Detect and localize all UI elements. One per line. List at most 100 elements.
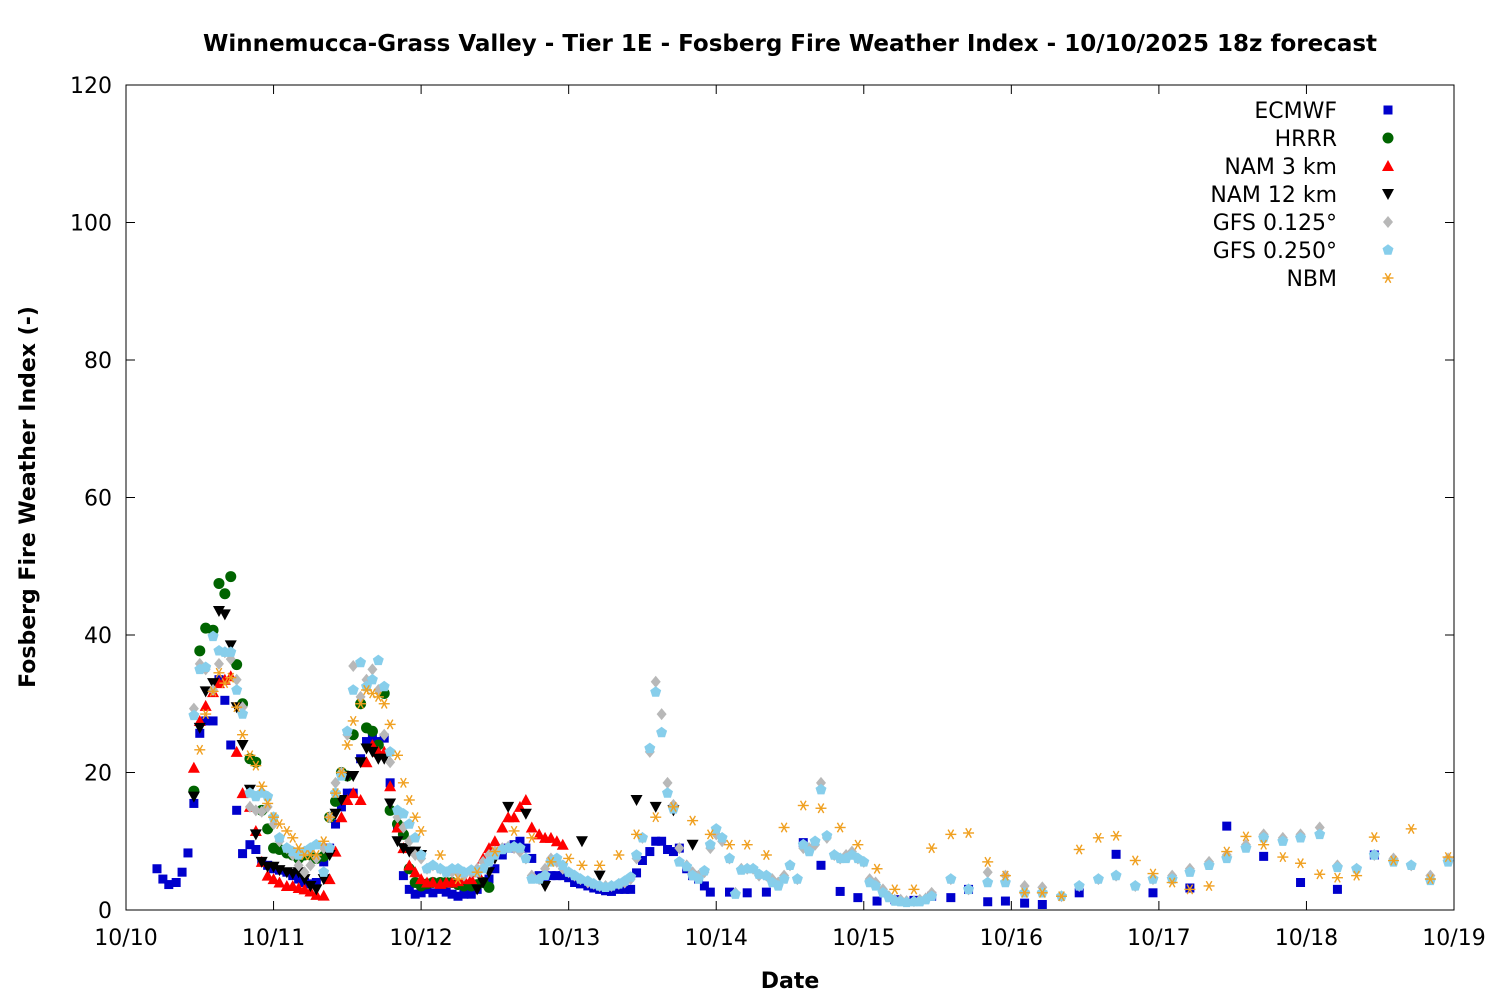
- x-tick-label: 10/15: [832, 926, 895, 951]
- data-point: [710, 823, 722, 834]
- data-point: [453, 891, 463, 901]
- x-axis-label: Date: [761, 969, 820, 994]
- data-point: [354, 794, 367, 805]
- data-point: [527, 853, 537, 863]
- data-point: [630, 795, 643, 806]
- data-point: [261, 869, 274, 881]
- data-point: [171, 878, 181, 887]
- data-point: [625, 871, 637, 882]
- data-point: [236, 740, 249, 751]
- legend-label: ECMWF: [1254, 99, 1337, 124]
- data-point: [208, 716, 218, 726]
- data-point: [570, 878, 580, 887]
- data-point: [687, 815, 699, 826]
- data-point: [471, 884, 484, 896]
- data-point: [1166, 877, 1178, 888]
- data-point: [791, 873, 803, 884]
- data-point: [392, 750, 404, 761]
- data-point: [741, 839, 753, 850]
- data-point: [1442, 856, 1454, 867]
- data-point: [409, 812, 421, 823]
- data-point: [372, 691, 384, 702]
- data-point: [526, 873, 538, 884]
- data-point: [189, 798, 199, 808]
- data-point: [637, 856, 647, 865]
- data-point: [384, 746, 396, 757]
- data-point: [901, 896, 913, 908]
- data-point: [521, 843, 531, 853]
- data-point: [1019, 887, 1031, 898]
- data-point: [871, 863, 883, 874]
- data-point: [1036, 887, 1048, 898]
- x-tick-label: 10/14: [685, 926, 748, 951]
- data-point: [188, 709, 200, 721]
- data-point: [183, 848, 193, 858]
- data-point: [816, 860, 826, 870]
- data-point: [1314, 869, 1326, 880]
- data-point: [626, 884, 636, 894]
- data-point: [552, 871, 562, 881]
- data-point: [656, 726, 668, 738]
- data-point: [231, 702, 243, 713]
- data-point: [152, 864, 162, 874]
- data-point: [963, 883, 975, 895]
- data-point: [982, 876, 994, 888]
- data-point: [347, 684, 359, 695]
- data-point: [999, 870, 1011, 881]
- data-point: [1331, 872, 1343, 883]
- data-point: [558, 871, 568, 881]
- data-point: [704, 838, 716, 850]
- data-point: [963, 827, 975, 839]
- data-point: [256, 781, 268, 792]
- data-point: [760, 869, 772, 881]
- data-point: [194, 645, 206, 657]
- x-tick-label: 10/13: [537, 926, 600, 951]
- data-point: [200, 661, 212, 672]
- data-point: [870, 880, 882, 891]
- data-point: [508, 811, 521, 823]
- y-tick-label: 100: [70, 212, 112, 237]
- data-point: [244, 750, 256, 761]
- data-point: [945, 873, 957, 884]
- data-point: [797, 838, 809, 850]
- data-point: [360, 743, 373, 755]
- data-point: [311, 878, 321, 887]
- data-point: [360, 756, 373, 768]
- data-point: [220, 695, 230, 705]
- data-point: [515, 836, 525, 846]
- data-point: [1295, 858, 1307, 869]
- data-point: [834, 822, 846, 833]
- data-point: [225, 646, 237, 657]
- series-nam-12-km: [187, 605, 699, 896]
- data-point: [305, 859, 316, 872]
- data-point: [539, 869, 551, 881]
- data-point: [336, 802, 346, 812]
- data-point: [686, 839, 699, 851]
- data-point: [251, 845, 261, 854]
- data-point: [231, 684, 243, 695]
- data-point: [1073, 880, 1085, 891]
- legend-marker: [1382, 189, 1394, 200]
- data-point: [323, 873, 336, 885]
- data-point: [1166, 873, 1178, 884]
- data-point: [1073, 844, 1085, 855]
- data-point: [490, 864, 500, 874]
- data-point: [550, 835, 563, 847]
- series-hrrr: [188, 571, 495, 893]
- data-point: [983, 897, 993, 907]
- tick-labels: 10/10 10/11 10/12 10/13 10/14 10/15 10/16 10/17…: [70, 74, 1486, 951]
- data-point: [366, 746, 379, 758]
- data-point: [645, 847, 655, 857]
- data-point: [1056, 891, 1068, 902]
- data-point: [1074, 888, 1084, 898]
- data-point: [853, 893, 863, 903]
- data-point: [298, 874, 311, 886]
- data-point: [724, 839, 736, 850]
- data-point: [237, 708, 249, 719]
- data-point: [335, 811, 348, 823]
- legend-label: NAM 3 km: [1224, 155, 1337, 180]
- data-point: [489, 846, 501, 857]
- x-tick-label: 10/17: [1127, 926, 1190, 951]
- data-point: [1351, 863, 1363, 874]
- data-point: [225, 571, 237, 583]
